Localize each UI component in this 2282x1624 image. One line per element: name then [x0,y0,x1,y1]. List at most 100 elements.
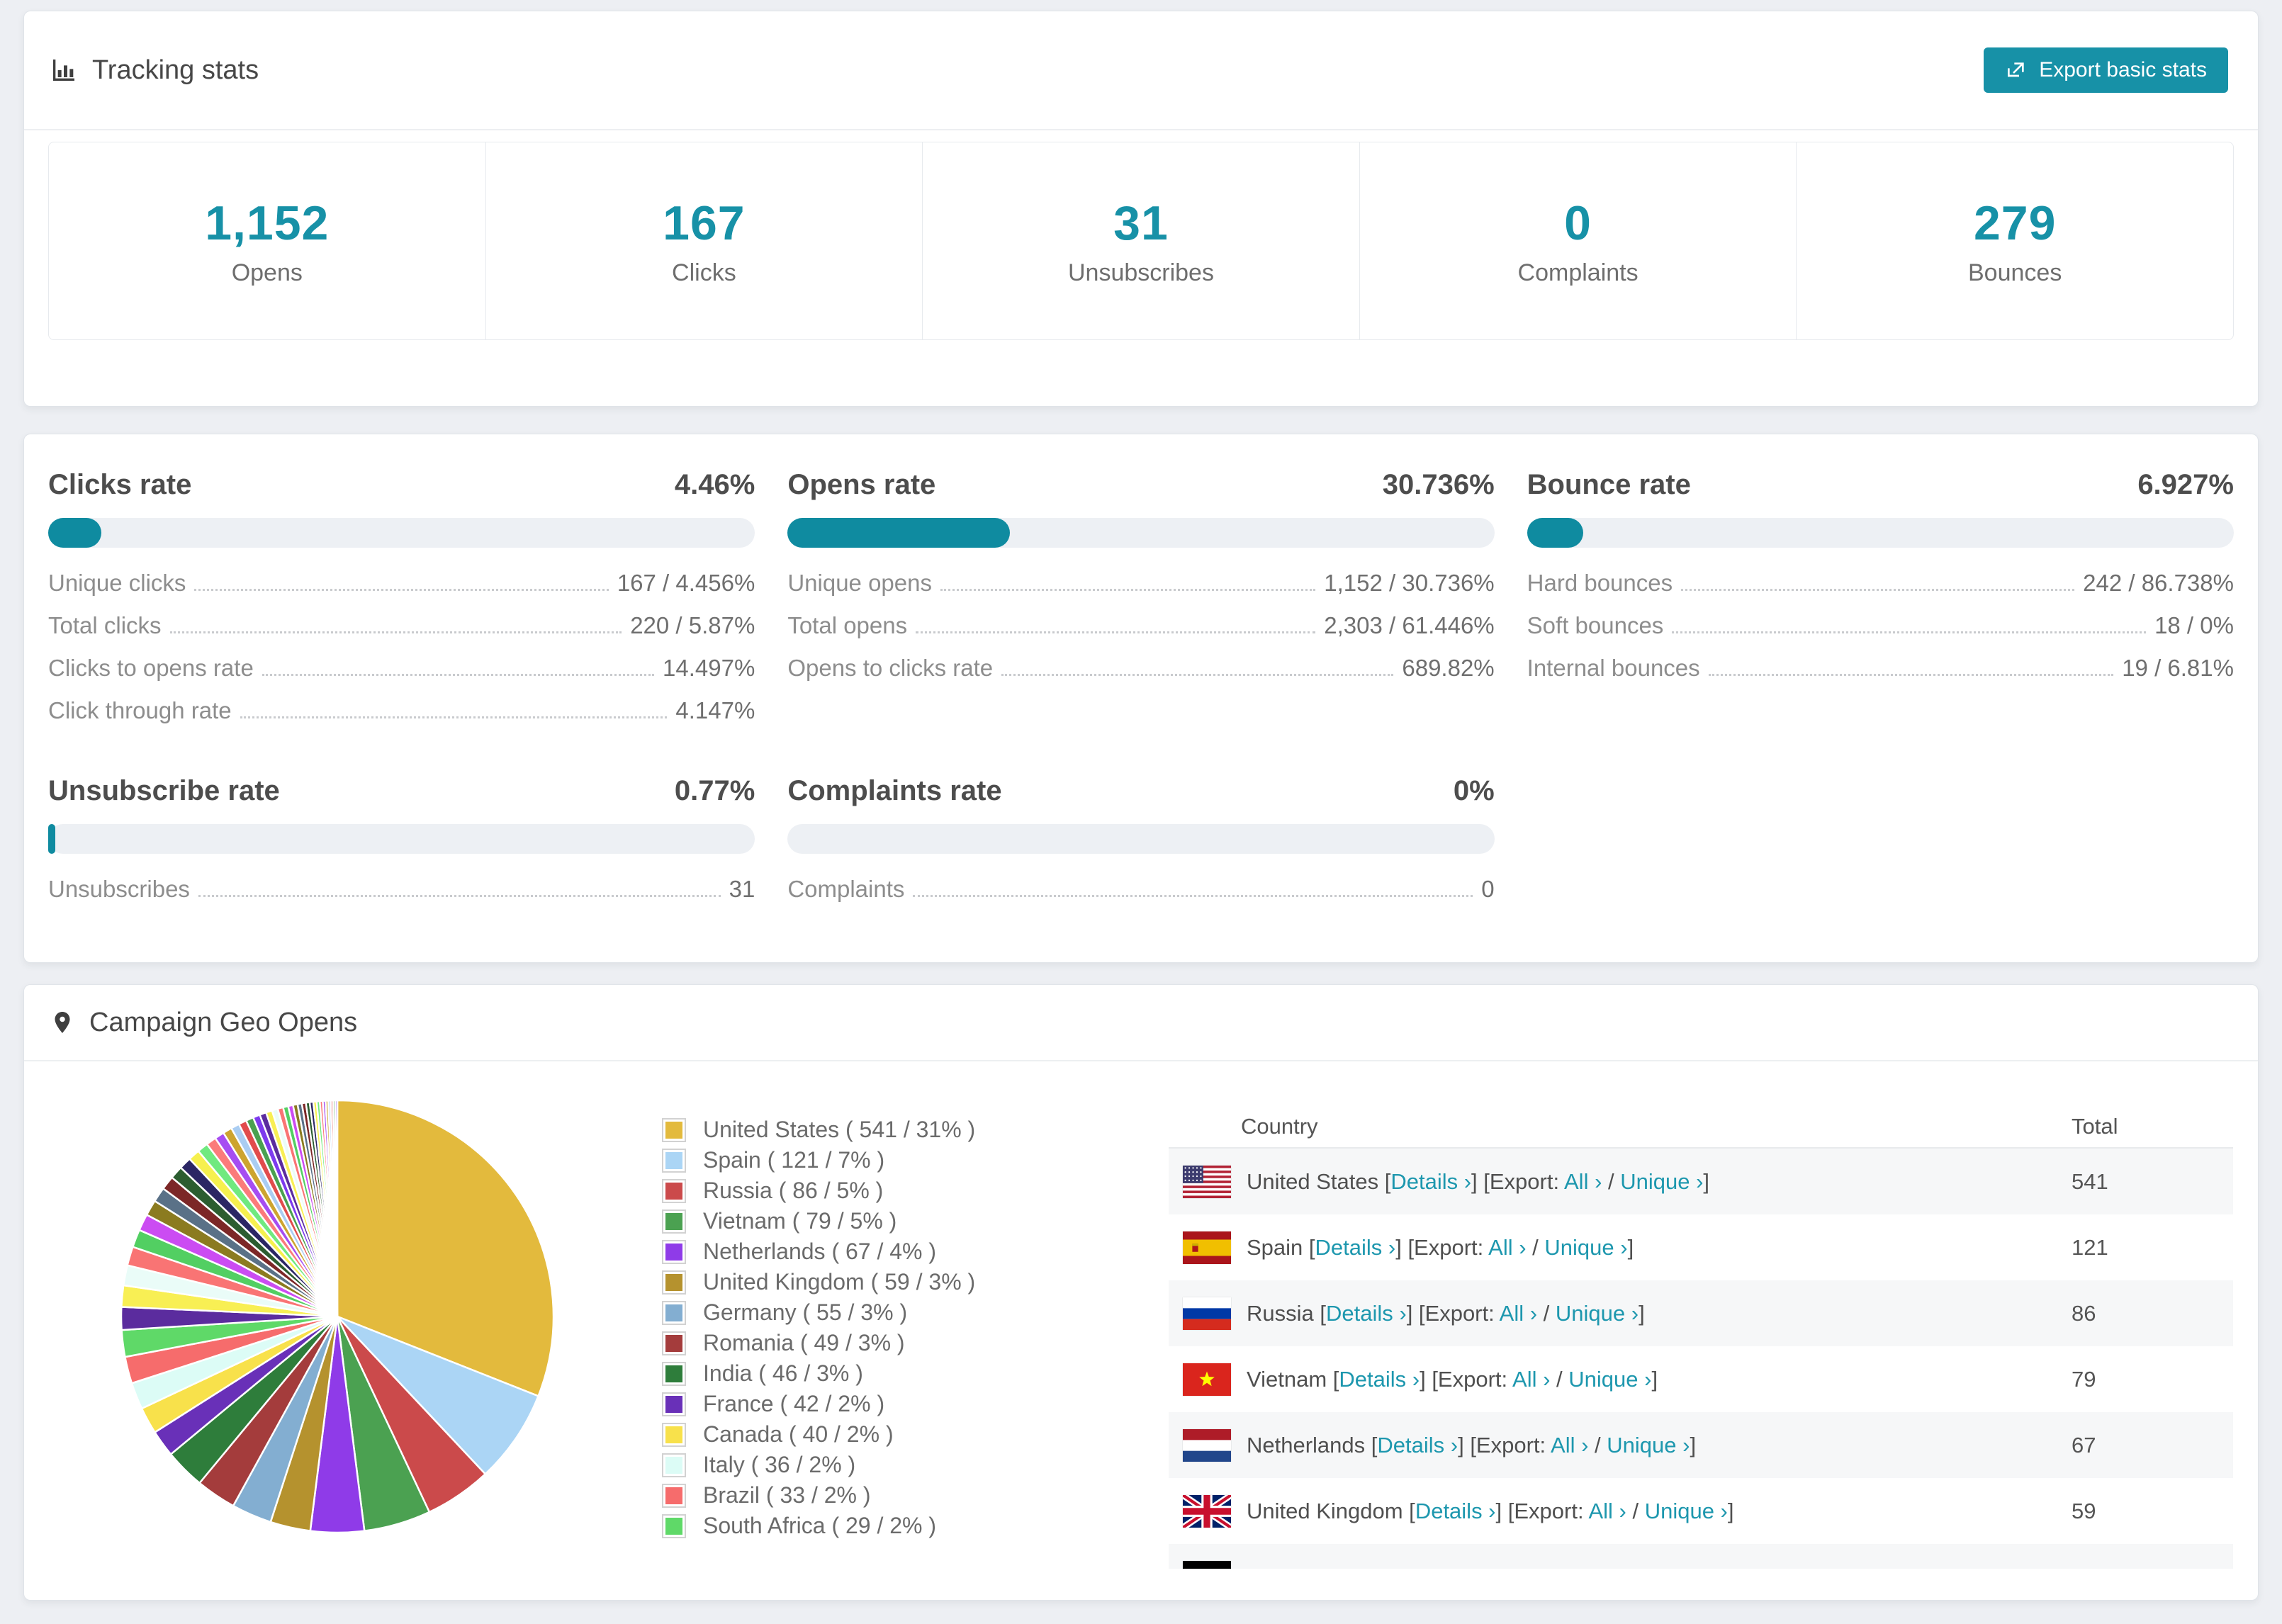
export-unique-link[interactable]: Unique › [1579,1564,1662,1569]
bar-chart-icon [50,56,78,84]
separator-text: / [1561,1564,1579,1569]
details-link[interactable]: Details › [1325,1300,1407,1326]
rate-row-complaints: Complaints 0 [787,868,1494,910]
rate-block-opens-rate: Opens rate 30.736% Unique opens 1,152 / 30.… [787,468,1495,732]
rate-row-value: 14.497% [663,655,755,681]
legend-swatch [662,1361,686,1386]
table-row-united-kingdom: United Kingdom [Details ›] [Export: All … [1169,1478,2233,1544]
total-value: 67 [2072,1432,2096,1457]
legend-label: Italy ( 36 / 2% ) [703,1452,856,1477]
legend-item-italy: Italy ( 36 / 2% ) [662,1450,975,1480]
legend-label: Netherlands ( 67 / 4% ) [703,1239,937,1264]
legend-swatch [662,1483,686,1508]
progress-bar-fill [787,518,1011,548]
separator-text: / [1588,1432,1607,1457]
stat-value: 167 [663,196,746,250]
export-unique-link[interactable]: Unique › [1544,1234,1628,1260]
legend-swatch [662,1209,686,1234]
dotted-leader [1681,589,2075,591]
rate-row-value: 18 / 0% [2154,612,2234,638]
dotted-leader [262,674,655,676]
details-link[interactable]: Details › [1315,1234,1396,1260]
stat-label: Unsubscribes [1067,259,1214,286]
section-title: Campaign Geo Opens [89,1007,358,1037]
pie-slice-other-40[interactable] [334,1099,339,1318]
bracket-text: ] [1662,1564,1668,1569]
bracket-text: ] [Export: [1429,1564,1522,1569]
country-cell: Germany [Details ›] [Export: All › / Uni… [1247,1564,2072,1569]
export-all-link[interactable]: All › [1522,1564,1560,1569]
legend-item-romania: Romania ( 49 / 3% ) [662,1328,975,1358]
legend-label: Brazil ( 33 / 2% ) [703,1482,871,1508]
legend-item-south-africa: South Africa ( 29 / 2% ) [662,1511,975,1541]
details-link[interactable]: Details › [1339,1366,1420,1392]
rate-head: Opens rate 30.736% [787,468,1494,501]
export-unique-link[interactable]: Unique › [1555,1300,1639,1326]
pie-slice-spain[interactable] [336,1315,539,1475]
rate-row-soft-bounces: Soft bounces 18 / 0% [1527,604,2234,647]
export-all-link[interactable]: All › [1588,1498,1626,1523]
details-link[interactable]: Details › [1377,1432,1458,1457]
rate-row-clicks-to-opens-rate: Clicks to opens rate 14.497% [48,647,755,689]
rates-grid: Clicks rate 4.46% Unique clicks 167 / 4.456… [24,434,2258,910]
total-value: 59 [2072,1498,2096,1523]
details-link[interactable]: Details › [1415,1498,1496,1523]
rate-row-value: 1,152 / 30.736% [1324,570,1495,596]
export-icon [2005,59,2028,81]
stat-value: 31 [1113,196,1169,250]
dotted-leader [1708,674,2114,676]
rate-rows: Unsubscribes 31 [48,868,755,910]
rate-block-unsubscribe-rate: Unsubscribe rate 0.77% Unsubscribes 31 [48,774,755,910]
export-unique-link[interactable]: Unique › [1644,1498,1728,1523]
country-cell: Vietnam [Details ›] [Export: All › / Uni… [1247,1367,2072,1392]
stat-value: 279 [1973,196,2057,250]
legend-swatch [662,1239,686,1264]
export-unique-link[interactable]: Unique › [1607,1432,1690,1457]
progress-bar [787,824,1495,854]
country-cell: United States [Details ›] [Export: All ›… [1247,1169,2072,1195]
export-all-link[interactable]: All › [1564,1168,1602,1194]
details-link[interactable]: Details › [1390,1168,1472,1194]
legend-item-united-states: United States ( 541 / 31% ) [662,1115,975,1145]
rate-head: Bounce rate 6.927% [1527,468,2234,501]
legend-swatch [662,1178,686,1203]
legend-item-netherlands: Netherlands ( 67 / 4% ) [662,1236,975,1267]
rate-value: 30.736% [1382,469,1495,500]
details-link[interactable]: Details › [1349,1564,1430,1569]
progress-bar [1527,518,2234,548]
progress-bar [48,824,755,854]
legend-swatch [662,1392,686,1416]
rate-row-opens-to-clicks-rate: Opens to clicks rate 689.82% [787,647,1494,689]
flag-icon-ru [1183,1297,1231,1330]
stat-label: Complaints [1517,259,1639,286]
export-all-link[interactable]: All › [1488,1234,1527,1260]
export-all-link[interactable]: All › [1512,1366,1551,1392]
stat-label: Bounces [1968,259,2062,286]
rate-row-label: Click through rate [48,697,232,723]
country-cell: United Kingdom [Details ›] [Export: All … [1247,1499,2072,1524]
table-row-vietnam: Vietnam [Details ›] [Export: All › / Uni… [1169,1346,2233,1412]
export-all-link[interactable]: All › [1499,1300,1538,1326]
bracket-text: ] [Export: [1495,1498,1589,1523]
rate-row-value: 242 / 86.738% [2083,570,2234,596]
export-unique-link[interactable]: Unique › [1568,1366,1652,1392]
table-row-spain: Spain [Details ›] [Export: All › / Uniqu… [1169,1214,2233,1280]
campaign-geo-opens-card: Campaign Geo Opens United States ( 541 /… [23,984,2259,1601]
legend-label: Canada ( 40 / 2% ) [703,1421,894,1447]
progress-bar-fill [48,518,101,548]
table-row-united-states: United States [Details ›] [Export: All ›… [1169,1149,2233,1214]
export-unique-link[interactable]: Unique › [1620,1168,1704,1194]
rate-row-value: 2,303 / 61.446% [1324,612,1495,638]
export-basic-stats-button[interactable]: Export basic stats [1984,47,2228,93]
geo-opens-pie-chart [120,1099,555,1534]
country-name: Russia [ [1247,1300,1326,1326]
stat-box-clicks: 167 Clicks [485,142,923,339]
geo-header: Campaign Geo Opens [24,985,2258,1061]
tracking-stats-header: Tracking stats Export basic stats [24,11,2258,130]
pie-slice-united-states[interactable] [336,1099,555,1397]
rate-rows: Unique opens 1,152 / 30.736% Total opens 2,… [787,562,1494,689]
export-all-link[interactable]: All › [1551,1432,1589,1457]
stat-box-opens: 1,152 Opens [49,142,485,339]
legend-label: Vietnam ( 79 / 5% ) [703,1208,897,1234]
total-value: 79 [2072,1366,2096,1392]
